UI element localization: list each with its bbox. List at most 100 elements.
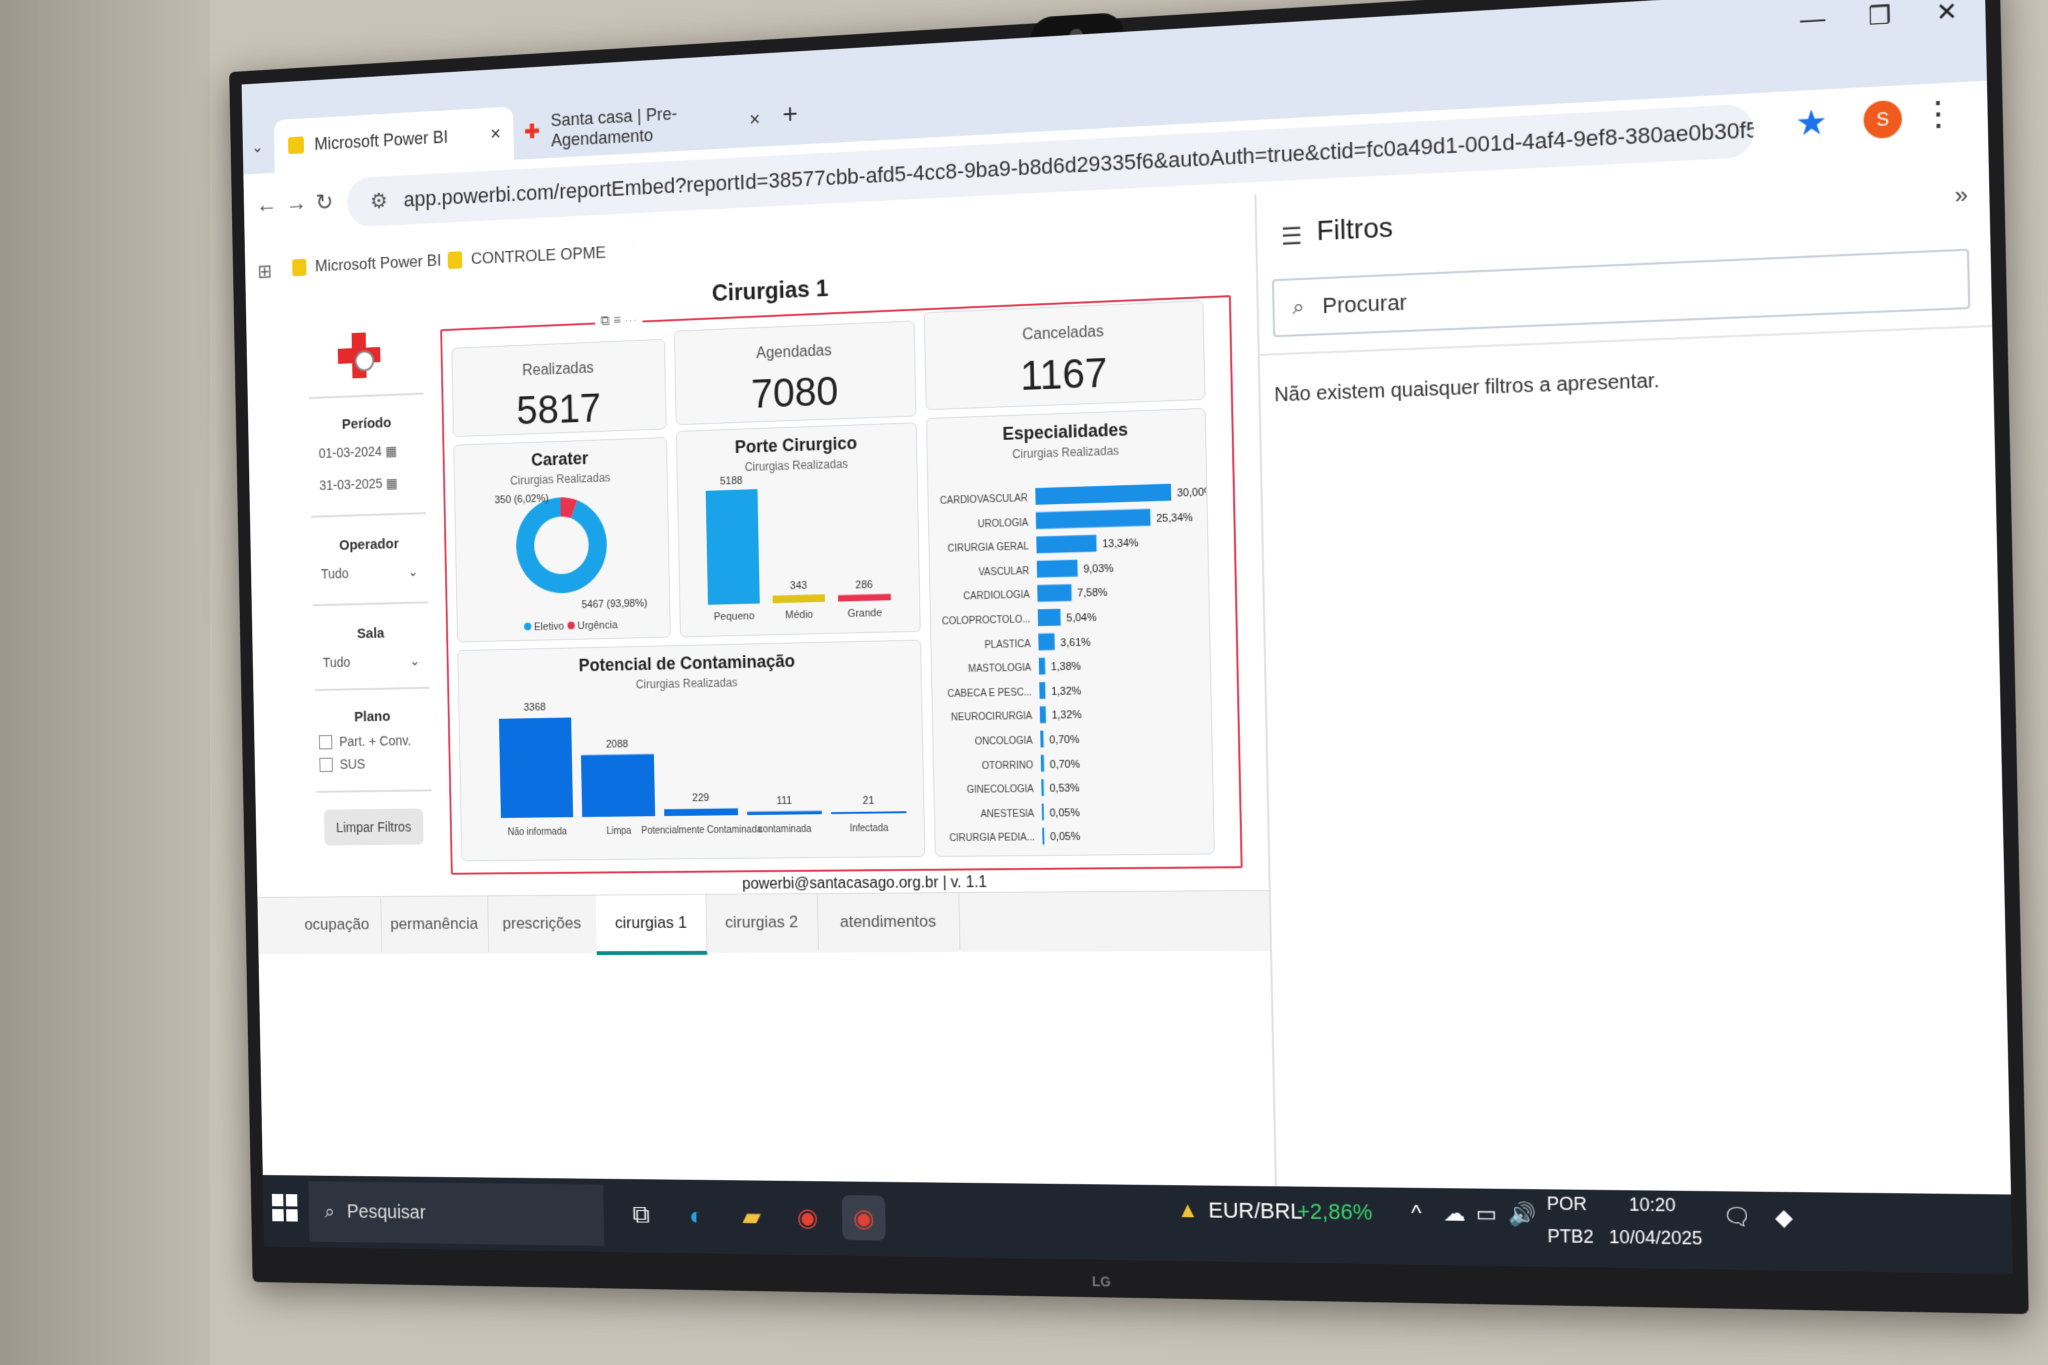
data-label: 1,32% [1051, 685, 1082, 698]
tab-search-chevron-icon[interactable]: ⌄ [251, 139, 264, 157]
chart-especialidades: Especialidades Cirurgias Realizadas CARD… [925, 407, 1215, 857]
bookmark-star-icon[interactable]: ★ [1794, 102, 1829, 144]
taskbar-search-placeholder: Pesquisar [346, 1200, 426, 1223]
page-tab-prescricoes[interactable]: prescrições [487, 895, 598, 952]
edge-icon[interactable]: ◐ [688, 1200, 704, 1230]
category-label: Grande [847, 607, 882, 620]
category-label: Limpa [606, 826, 632, 837]
legend-label: Eletivo [534, 621, 564, 634]
bookmark-label: CONTROLE OPME [470, 243, 606, 268]
close-tab-icon[interactable]: × [490, 122, 502, 145]
close-tab-icon[interactable]: × [749, 108, 761, 131]
page-tab-permanencia[interactable]: permanência [380, 896, 490, 952]
data-label: 21 [863, 795, 875, 807]
bar [1039, 706, 1047, 724]
menu-icon[interactable]: ⋮ [1920, 93, 1956, 134]
data-label: 0,70% [1050, 758, 1081, 771]
plano-label: Plano [354, 708, 391, 726]
bar-chart: 3368 Não informada 2088 Limpa 229 Potencialme… [498, 701, 907, 838]
task-view-icon[interactable]: ⧉ [632, 1199, 650, 1229]
data-label: 0,70% [1049, 734, 1080, 747]
data-label: 5,04% [1066, 612, 1097, 625]
bar [1036, 534, 1097, 554]
bar [1039, 682, 1046, 699]
legend-label: Urgência [577, 619, 617, 632]
filters-search-input[interactable]: ⌕ Procurar [1271, 248, 1971, 338]
category-label: Pequeno [714, 610, 755, 623]
search-placeholder: Procurar [1322, 289, 1408, 319]
category-label: Não informada [508, 826, 568, 838]
category-label: CABECA E PESC... [947, 687, 1032, 700]
show-hidden-icons-icon[interactable]: ^ [1410, 1199, 1422, 1226]
keyboard-layout[interactable]: PTB2 [1547, 1225, 1594, 1248]
restore-icon[interactable]: ❐ [1867, 1, 1892, 32]
filters-pane: ☰ Filtros » ⌕ Procurar Não existem quais… [1254, 157, 2012, 1195]
periodo-label: Período [341, 414, 392, 433]
chrome-profile-icon[interactable]: ◉ [841, 1195, 886, 1241]
filters-empty-message: Não existem quaisquer filtros a apresent… [1274, 369, 1660, 407]
site-info-icon[interactable]: ⚙ [369, 188, 388, 214]
onedrive-icon[interactable]: ☁ [1443, 1200, 1466, 1226]
sala-label: Sala [356, 625, 385, 642]
plano-option-sus[interactable]: SUS [319, 756, 365, 772]
ticker-label[interactable]: EUR/BRL [1208, 1197, 1303, 1224]
page-tab-ocupacao[interactable]: ocupação [292, 897, 383, 953]
clock-date[interactable]: 10/04/2025 [1608, 1226, 1703, 1249]
page-tab-cirurgias-2[interactable]: cirurgias 2 [705, 894, 819, 951]
windows-start-icon[interactable] [271, 1193, 299, 1223]
bookmark-label: Microsoft Power BI [314, 251, 442, 276]
kpi-value: 7080 [750, 367, 839, 417]
bookmark-power-bi[interactable]: Microsoft Power BI [292, 251, 441, 277]
date-end-field[interactable]: 31-03-2025 ▦ [319, 475, 398, 493]
horizontal-bar-chart: CARDIOVASCULAR 30,00% UROLOGIA 25,34% CIRURG… [940, 483, 1214, 845]
network-icon[interactable]: ▭ [1475, 1200, 1498, 1227]
category-label: Médio [785, 609, 813, 622]
clear-filters-button[interactable]: Limpar Filtros [323, 808, 424, 846]
category-label: PLASTICA [984, 638, 1031, 650]
apps-grid-icon[interactable]: ⊞ [257, 261, 273, 283]
page-tab-cirurgias-1[interactable]: cirurgias 1 [595, 894, 708, 956]
bar [1035, 508, 1151, 530]
forward-icon[interactable]: → [285, 189, 308, 217]
close-window-icon[interactable]: ✕ [1935, 0, 1958, 28]
sala-dropdown[interactable]: Tudo ⌄ [322, 652, 421, 671]
data-label: 286 [855, 579, 873, 592]
bar [1037, 608, 1061, 627]
collapse-pane-icon[interactable]: » [1954, 181, 1969, 209]
date-start-field[interactable]: 01-03-2024 ▦ [318, 442, 398, 461]
bar [1040, 730, 1044, 748]
operador-dropdown[interactable]: Tudo ⌄ [320, 563, 419, 582]
page-tab-atendimentos[interactable]: atendimentos [816, 893, 961, 951]
visuals-frame: ⧉ ≡ ⋯ Realizadas 5817 Agendadas 7080 Can… [440, 295, 1243, 875]
kpi-label: Realizadas [522, 360, 594, 380]
reload-icon[interactable]: ↻ [315, 189, 334, 216]
screen: ⌄ Microsoft Power BI × ✚ Santa casa | Pr… [241, 0, 2013, 1275]
bookmark-controle-opme[interactable]: CONTROLE OPME [447, 243, 606, 270]
chart-porte: Porte Cirurgico Cirurgias Realizadas 518… [675, 422, 921, 638]
back-icon[interactable]: ← [255, 191, 278, 218]
search-icon: ⌕ [1292, 293, 1305, 320]
checkbox [319, 757, 333, 772]
plano-option-part-conv[interactable]: Part. + Conv. [318, 733, 411, 750]
language-indicator[interactable]: POR [1546, 1193, 1588, 1215]
profile-avatar[interactable]: S [1863, 99, 1903, 140]
clock-time[interactable]: 10:20 [1628, 1194, 1676, 1216]
search-icon: ⌕ [324, 1200, 335, 1222]
category-label: ONCOLOGIA [975, 735, 1034, 747]
notifications-icon[interactable]: 🗨 [1722, 1203, 1753, 1230]
bar [664, 808, 739, 817]
visual-header-icons[interactable]: ⧉ ≡ ⋯ [594, 310, 643, 330]
new-tab-button[interactable]: + [782, 97, 799, 129]
file-explorer-icon[interactable]: ▰ [742, 1201, 762, 1231]
report-page-tabs: ocupação permanência prescrições cirurgi… [257, 889, 1271, 956]
report-title: Cirurgias 1 [711, 275, 829, 307]
data-label: 7,58% [1077, 587, 1108, 600]
data-label: 9,03% [1083, 562, 1114, 575]
chrome-icon[interactable]: ◉ [796, 1201, 819, 1232]
volume-icon[interactable]: 🔊 [1508, 1201, 1537, 1227]
category-label: ANESTESIA [980, 808, 1035, 820]
category-label: MASTOLOGIA [968, 663, 1032, 676]
minimize-icon[interactable]: — [1799, 4, 1826, 34]
taskbar-search-box[interactable]: ⌕ Pesquisar [308, 1181, 605, 1247]
copilot-icon[interactable]: ◆ [1774, 1204, 1794, 1231]
